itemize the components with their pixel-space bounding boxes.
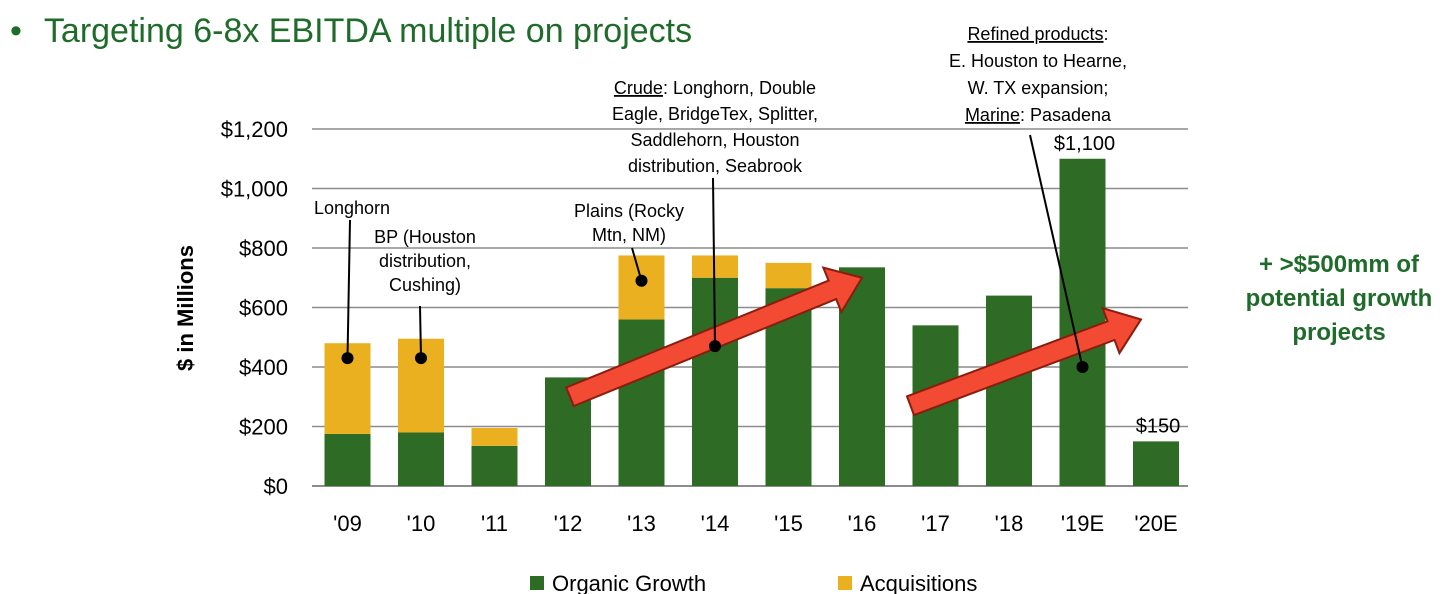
x-tick-label: '09 xyxy=(333,511,362,536)
bar-acquisitions-2 xyxy=(471,427,518,446)
bar-organic-1 xyxy=(398,432,444,486)
x-tick-label: '13 xyxy=(627,511,656,536)
annotation-text-refined: W. TX expansion; xyxy=(968,78,1109,98)
annotation-text-plains: Plains (Rocky xyxy=(574,201,684,221)
annotation-leader-bp xyxy=(419,305,422,359)
annotation-text-refined: E. Houston to Hearne, xyxy=(949,51,1127,71)
bar-organic-10 xyxy=(1059,158,1106,486)
data-label: $1,100 xyxy=(1054,133,1115,155)
legend-swatch-1 xyxy=(838,576,852,590)
annotation-text-crude: Saddlehorn, Houston xyxy=(630,130,799,150)
x-tick-label: '20E xyxy=(1134,511,1177,536)
legend-swatch-0 xyxy=(530,576,544,590)
annotation-leader-refined xyxy=(1029,134,1084,368)
annotation-dot-refined xyxy=(1076,361,1089,373)
bar-organic-4 xyxy=(618,319,665,486)
legend-label-1: Acquisitions xyxy=(860,571,977,594)
data-labels: $1,100 $150 xyxy=(1054,133,1180,438)
title-bullet: • xyxy=(10,12,22,50)
annotation-dot-bp xyxy=(415,352,427,365)
growth-note-line-2: potential growth xyxy=(1245,285,1433,312)
x-tick-label: '16 xyxy=(848,511,877,536)
title-text: Targeting 6-8x EBITDA multiple on projec… xyxy=(43,12,693,50)
y-tick-label: $600 xyxy=(239,296,288,321)
annotation-text-refined: Marine: Pasadena xyxy=(965,105,1112,125)
annotation-leader-longhorn xyxy=(346,219,351,359)
growth-note-line-3: projects xyxy=(1292,319,1386,346)
bar-organic-0 xyxy=(324,433,371,486)
bar-organic-11 xyxy=(1133,441,1179,486)
y-tick-label: $0 xyxy=(264,474,288,499)
x-axis-ticks: '09 '10 '11 '12 '13 '14 '15 '16 '17 '18 '19E '20E xyxy=(333,511,1178,536)
x-tick-label: '12 xyxy=(554,511,583,536)
y-tick-label: $200 xyxy=(239,415,288,440)
annotation-dot-crude xyxy=(709,340,721,353)
bar-organic-2 xyxy=(471,445,518,486)
x-tick-label: '19E xyxy=(1061,511,1104,536)
x-tick-label: '15 xyxy=(774,511,803,536)
y-axis-ticks: $0 $200 $400 $600 $800 $1,000 $1,200 xyxy=(221,117,288,499)
annotation-dot-longhorn xyxy=(341,352,354,365)
x-tick-label: '11 xyxy=(481,511,508,536)
annotations: Longhorn BP (Houston distribution, Cushing)… xyxy=(314,24,1127,373)
y-tick-label: $400 xyxy=(239,355,288,380)
x-tick-label: '17 xyxy=(921,511,950,536)
annotation-text-bp: distribution, xyxy=(379,251,471,271)
annotation-text-bp: Cushing) xyxy=(389,275,461,295)
legend-label-0: Organic Growth xyxy=(552,571,706,594)
annotation-text-bp: BP (Houston xyxy=(374,227,476,247)
annotation-text-crude: distribution, Seabrook xyxy=(628,156,803,176)
x-tick-label: '10 xyxy=(407,511,436,536)
bar-acquisitions-6 xyxy=(765,262,812,289)
bar-acquisitions-4 xyxy=(618,255,665,320)
annotation-text-crude: Eagle, BridgeTex, Splitter, xyxy=(612,104,818,124)
bar-organic-9 xyxy=(986,295,1032,486)
y-tick-label: $800 xyxy=(239,236,288,261)
x-tick-label: '18 xyxy=(995,511,1024,536)
x-tick-label: '14 xyxy=(701,511,730,536)
annotation-dot-plains xyxy=(635,274,648,287)
slide-title: • Targeting 6-8x EBITDA multiple on proje… xyxy=(10,12,692,51)
annotation-text-longhorn: Longhorn xyxy=(314,198,390,218)
growth-note-line-1: + >$500mm of xyxy=(1258,251,1420,278)
y-axis-label: $ in Millions xyxy=(173,245,198,371)
y-tick-label: $1,200 xyxy=(221,117,288,142)
annotation-text-plains: Mtn, NM) xyxy=(592,225,666,245)
data-label: $150 xyxy=(1136,415,1181,437)
annotation-text-refined: Refined products: xyxy=(967,24,1108,44)
legend: Organic Growth Acquisitions xyxy=(530,571,977,594)
y-tick-label: $1,000 xyxy=(221,177,288,202)
growth-projects-note: + >$500mm of potential growth projects xyxy=(1222,248,1456,350)
annotation-text-crude: Crude: Longhorn, Double xyxy=(614,78,816,98)
annotation-leader-crude xyxy=(712,177,716,347)
growth-arrow-2 xyxy=(905,306,1143,417)
